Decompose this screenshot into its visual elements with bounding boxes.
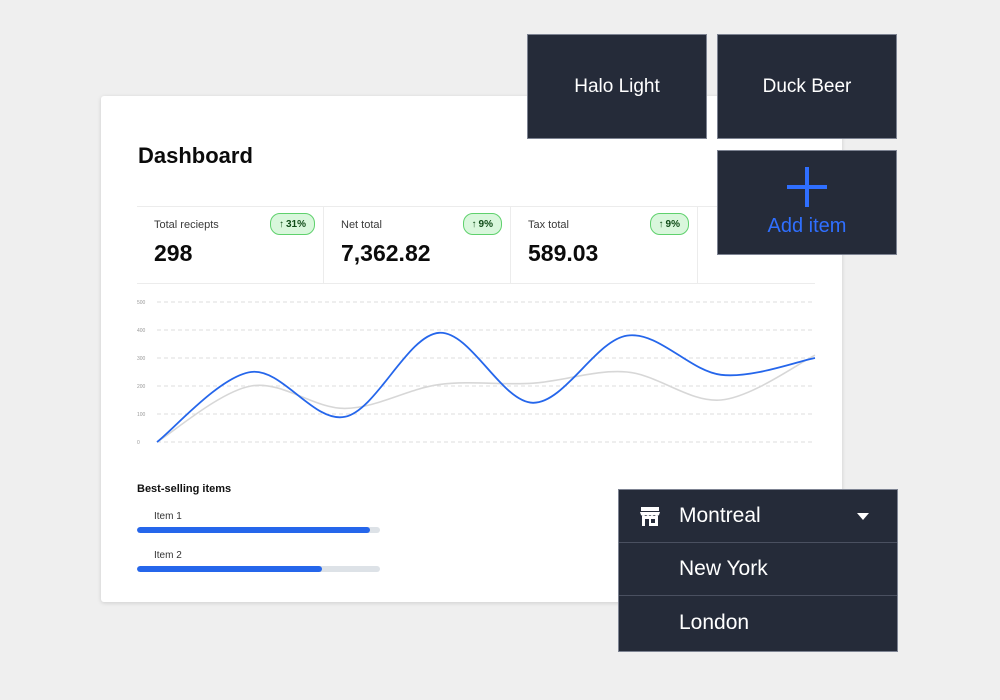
store-dropdown[interactable]: Montreal New York London xyxy=(618,489,898,652)
change-value: 9% xyxy=(665,218,680,230)
change-value: 31% xyxy=(285,218,306,230)
stat-value: 589.03 xyxy=(528,240,599,266)
page-title: Dashboard xyxy=(138,143,253,168)
series-line xyxy=(156,331,816,443)
dropdown-selected-montreal[interactable]: Montreal xyxy=(619,490,897,543)
arrow-up-icon: ↑ xyxy=(471,218,477,230)
stat-net-total: Net total 7,362.82 ↑ 9% xyxy=(324,207,511,283)
chevron-down-icon xyxy=(857,513,869,520)
add-item-button[interactable]: Add item xyxy=(717,150,897,255)
item-bar-track xyxy=(137,527,380,533)
item-label: Item 2 xyxy=(154,550,182,561)
item-bar-fill xyxy=(137,527,371,533)
change-badge: ↑ 9% xyxy=(649,213,689,235)
dropdown-option-label: New York xyxy=(679,557,768,580)
product-tile-halo-light[interactable]: Halo Light xyxy=(527,34,707,139)
y-tick-label: 0 xyxy=(137,440,140,446)
y-tick-label: 400 xyxy=(137,328,146,334)
dropdown-option-new-york[interactable]: New York xyxy=(619,543,897,596)
stat-tax-total: Tax total 589.03 ↑ 9% xyxy=(511,207,698,283)
sales-line-chart: 0 100 200 300 400 500 xyxy=(137,300,816,446)
series-line xyxy=(156,354,816,443)
stats-row: Total reciepts 298 ↑ 31% Net total 7,362… xyxy=(137,206,815,284)
stat-label: Tax total xyxy=(528,219,569,231)
dropdown-selected-label: Montreal xyxy=(679,504,761,527)
product-tile-duck-beer[interactable]: Duck Beer xyxy=(717,34,897,139)
y-tick-label: 500 xyxy=(137,300,146,306)
arrow-up-icon: ↑ xyxy=(278,218,284,230)
tile-label: Add item xyxy=(767,215,847,237)
change-value: 9% xyxy=(478,218,493,230)
store-icon xyxy=(640,507,660,526)
change-badge: ↑ 9% xyxy=(462,213,502,235)
stat-total-receipts: Total reciepts 298 ↑ 31% xyxy=(137,207,324,283)
tile-label: Duck Beer xyxy=(762,75,852,97)
item-bar-track xyxy=(137,566,380,572)
item-bar-fill xyxy=(137,566,322,572)
plus-icon xyxy=(787,167,827,207)
y-tick-label: 100 xyxy=(137,412,146,418)
dropdown-option-london[interactable]: London xyxy=(619,596,897,649)
dropdown-option-label: London xyxy=(679,610,750,634)
stat-label: Net total xyxy=(341,219,382,231)
item-label: Item 1 xyxy=(154,511,182,522)
stat-value: 7,362.82 xyxy=(341,240,431,266)
tile-label: Halo Light xyxy=(574,75,660,97)
best-selling-title: Best-selling items xyxy=(137,483,232,495)
change-badge: ↑ 31% xyxy=(269,213,315,235)
stat-value: 298 xyxy=(154,240,193,266)
arrow-up-icon: ↑ xyxy=(658,218,664,230)
y-tick-label: 300 xyxy=(137,356,146,362)
stat-label: Total reciepts xyxy=(154,219,219,231)
y-tick-label: 200 xyxy=(137,384,146,390)
